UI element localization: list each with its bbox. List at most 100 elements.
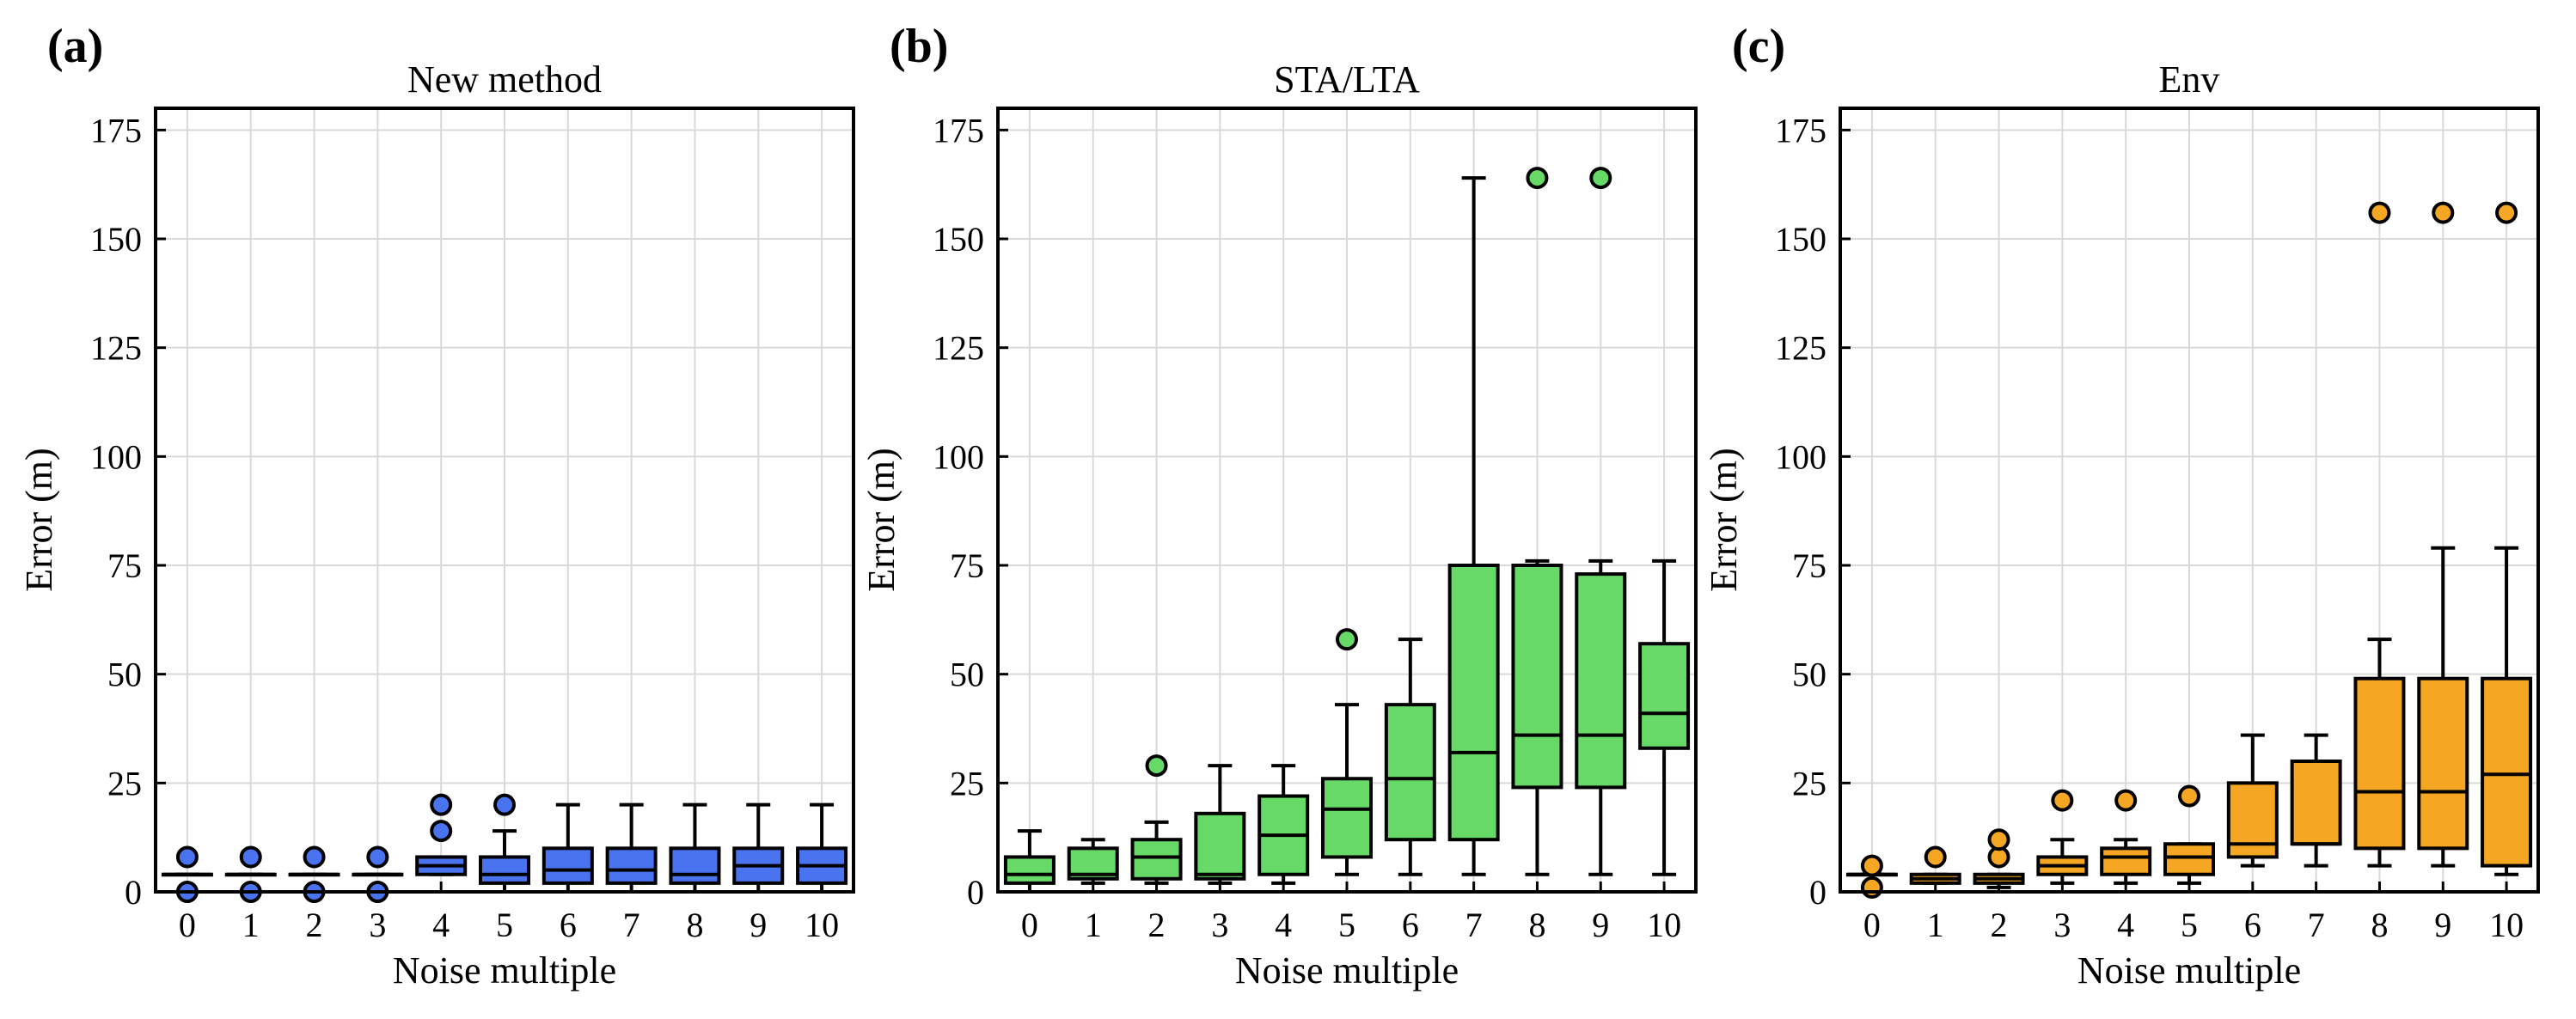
outlier-point (2178, 784, 2200, 808)
y-tick-label: 0 (967, 873, 984, 912)
outlier-point (1336, 628, 1358, 651)
plot-area-a: 0 25 50 75 100 125 150 175 0 1 2 3 4 5 6 7 8 9 10 (90, 107, 855, 944)
box-iqr (542, 846, 594, 885)
box-group (2353, 201, 2406, 868)
y-tick-label: 75 (107, 546, 142, 585)
panel-title-b: STA/LTA (1274, 58, 1420, 101)
y-tick-label: 25 (950, 764, 984, 802)
x-tick-label: 6 (560, 906, 577, 944)
axes-frame (154, 107, 855, 894)
box-iqr (2290, 760, 2342, 846)
x-tick-label: 8 (686, 906, 703, 944)
box-iqr (2353, 676, 2406, 851)
box-group (669, 802, 721, 894)
panel-title-a: New method (407, 58, 602, 101)
ylabel-c: Error (m) (1703, 448, 1745, 591)
box-group (1194, 764, 1246, 885)
x-tick-label: 5 (496, 906, 513, 944)
y-tick-label: 125 (90, 329, 142, 368)
xlabel-c: Noise multiple (2077, 949, 2301, 992)
outlier-point (2114, 789, 2138, 812)
panel-a: (a) New method Error (m) Noise multiple … (18, 20, 855, 992)
y-tick-label: 50 (950, 656, 984, 694)
box-group (542, 802, 594, 894)
y-tick-label: 25 (107, 764, 142, 802)
x-tick-label: 9 (750, 906, 767, 944)
box-group (415, 793, 468, 876)
box-group (1638, 558, 1691, 876)
box-iqr (2226, 781, 2279, 859)
outlier-point (430, 793, 453, 816)
outlier-point (175, 845, 199, 869)
plot-area-b: 0 25 50 75 100 125 150 175 0 1 2 3 4 5 6 7 8 9 10 (933, 107, 1698, 944)
box-group (1257, 764, 1310, 885)
box-group (2290, 733, 2342, 868)
ylabel-a: Error (m) (18, 448, 60, 591)
x-tick-label: 4 (1275, 906, 1292, 944)
y-tick-label: 25 (1792, 764, 1826, 802)
x-tick-label: 9 (2434, 906, 2451, 944)
outlier-point (1987, 828, 2010, 851)
box-iqr (2100, 846, 2152, 876)
box-group (2226, 733, 2279, 868)
y-tick-label: 150 (933, 220, 984, 259)
x-tick-label: 5 (2181, 906, 2198, 944)
box-iqr (605, 846, 658, 885)
plot-area-c: 0 25 50 75 100 125 150 175 0 1 2 3 4 5 6 7 8 9 10 (1775, 107, 2540, 944)
outlier-point (1924, 845, 1947, 869)
y-tick-label: 50 (107, 656, 142, 694)
box-group (2417, 201, 2469, 868)
x-tick-label: 0 (1021, 906, 1038, 944)
box-group (732, 802, 785, 894)
outlier-point (366, 845, 389, 869)
y-tick-label: 175 (1775, 111, 1826, 149)
box-iqr (1130, 838, 1183, 881)
box-iqr (2417, 676, 2469, 851)
x-tick-label: 10 (1647, 906, 1681, 944)
panel-label-c: (c) (1732, 20, 1785, 73)
outlier-point (430, 820, 453, 843)
axes-frame (996, 107, 1698, 894)
x-tick-label: 9 (1592, 906, 1609, 944)
x-tick-label: 10 (2489, 906, 2524, 944)
panel-title-c: Env (2159, 58, 2220, 101)
outlier-point (1526, 167, 1549, 190)
y-tick-label: 175 (90, 111, 142, 149)
outlier-point (239, 845, 262, 869)
outlier-point (493, 793, 516, 816)
x-tick-label: 6 (1402, 906, 1419, 944)
x-tick-label: 0 (179, 906, 196, 944)
box-group (1447, 176, 1500, 876)
y-tick-label: 175 (933, 111, 984, 149)
x-tick-label: 7 (1465, 906, 1483, 944)
outlier-point (1145, 754, 1168, 778)
box-group (1003, 829, 1055, 894)
x-tick-label: 3 (1211, 906, 1228, 944)
box-group (1321, 628, 1373, 876)
box-group (1067, 838, 1119, 885)
x-tick-label: 1 (1927, 906, 1944, 944)
x-tick-label: 6 (2244, 906, 2261, 944)
outlier-point (1860, 876, 1883, 899)
box-iqr (1321, 777, 1373, 859)
x-tick-label: 1 (242, 906, 260, 944)
x-tick-label: 3 (2053, 906, 2071, 944)
y-tick-label: 150 (90, 220, 142, 259)
panel-label-b: (b) (890, 20, 948, 73)
box-group (1973, 828, 2025, 889)
axes-frame (1839, 107, 2540, 894)
box-iqr (669, 846, 721, 885)
box-iqr (1384, 703, 1436, 842)
x-tick-label: 0 (1863, 906, 1881, 944)
y-tick-label: 0 (125, 873, 142, 912)
outlier-point (2368, 201, 2391, 224)
box-iqr (1194, 811, 1246, 881)
ylabel-b: Error (m) (860, 448, 903, 591)
box-iqr (1003, 855, 1055, 885)
y-tick-label: 125 (933, 329, 984, 368)
box-iqr (1511, 564, 1563, 790)
box-group (1909, 845, 1961, 885)
box-group (479, 793, 530, 894)
y-tick-label: 75 (950, 546, 984, 585)
